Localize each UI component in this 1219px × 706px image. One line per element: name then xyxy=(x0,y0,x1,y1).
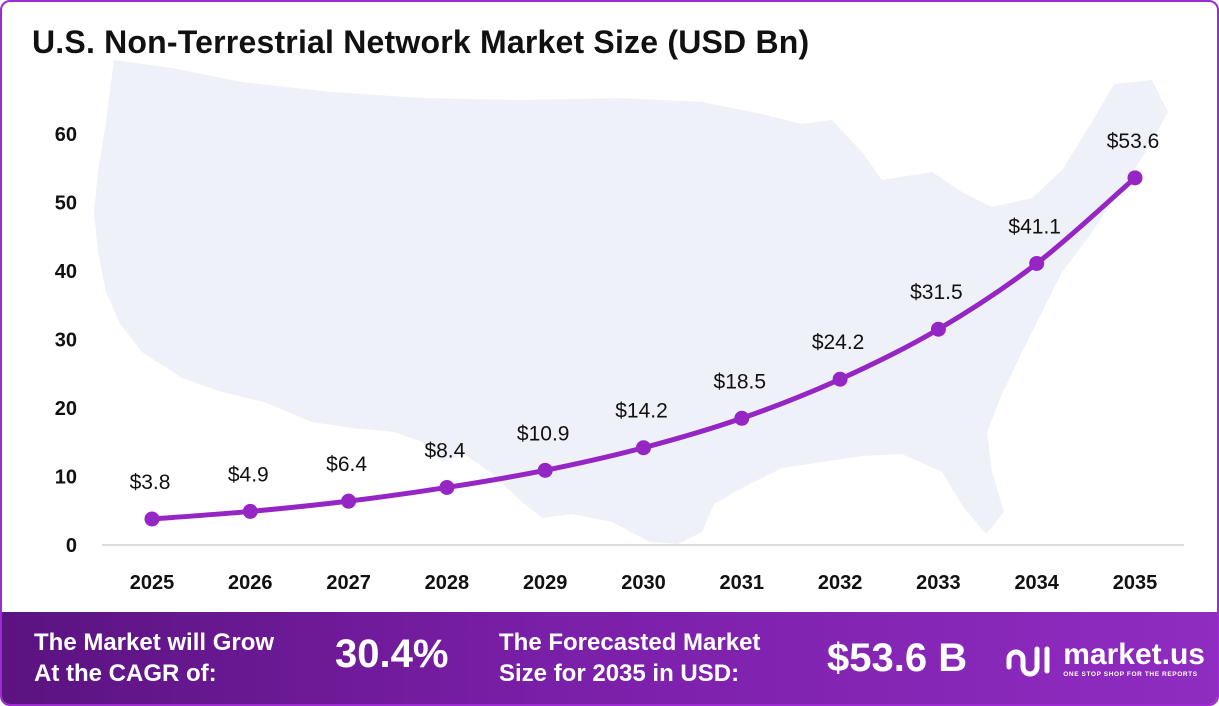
data-point xyxy=(734,410,750,426)
data-label: $6.4 xyxy=(326,453,367,476)
y-tick-label: 50 xyxy=(55,193,77,215)
y-tick-label: 20 xyxy=(55,398,77,420)
data-point xyxy=(1127,170,1143,186)
data-point xyxy=(832,371,848,387)
data-point xyxy=(144,511,160,527)
cagr-label: The Market will Grow At the CAGR of: xyxy=(34,627,274,689)
cagr-label-line1: The Market will Grow xyxy=(34,629,275,656)
market-us-logo-icon xyxy=(1006,646,1050,677)
x-tick-label: 2031 xyxy=(720,572,765,594)
x-tick-label: 2030 xyxy=(621,572,666,594)
data-label: $41.1 xyxy=(1008,215,1061,238)
data-label: $3.8 xyxy=(130,471,171,494)
x-tick-label: 2025 xyxy=(130,572,175,594)
cagr-value: 30.4% xyxy=(335,632,449,676)
forecast-label-line2: Size for 2035 in USD: xyxy=(499,660,740,687)
data-label: $8.4 xyxy=(424,439,465,462)
data-label: $31.5 xyxy=(910,281,963,304)
data-label: $10.9 xyxy=(517,422,570,445)
x-tick-label: 2027 xyxy=(326,572,371,594)
y-tick-label: 0 xyxy=(66,535,77,557)
x-tick-label: 2035 xyxy=(1113,572,1158,594)
forecast-label-line1: The Forecasted Market xyxy=(499,629,761,656)
y-tick-label: 60 xyxy=(55,124,77,146)
data-label: $24.2 xyxy=(812,331,865,354)
footer-banner: The Market will Grow At the CAGR of: 30.… xyxy=(2,612,1217,704)
x-tick-label: 2034 xyxy=(1014,572,1059,594)
chart-title: U.S. Non-Terrestrial Network Market Size… xyxy=(32,24,810,60)
brand-tagline: ONE STOP SHOP FOR THE REPORTS xyxy=(1063,671,1198,678)
y-tick-label: 40 xyxy=(55,261,77,283)
data-point xyxy=(439,479,455,495)
data-label: $53.6 xyxy=(1107,130,1160,153)
data-point xyxy=(930,321,946,337)
cagr-label-line2: At the CAGR of: xyxy=(34,660,217,687)
data-label: $18.5 xyxy=(714,370,767,393)
brand-name: market.us xyxy=(1063,638,1205,671)
x-tick-label: 2026 xyxy=(228,572,273,594)
data-point xyxy=(242,503,258,519)
forecast-value: $53.6 B xyxy=(827,636,968,680)
x-tick-label: 2033 xyxy=(916,572,961,594)
x-tick-label: 2032 xyxy=(818,572,863,594)
series-line xyxy=(149,175,1138,522)
data-point xyxy=(636,440,651,456)
us-map-silhouette xyxy=(94,60,1168,544)
y-tick-label: 30 xyxy=(55,330,77,352)
y-tick-label: 10 xyxy=(55,467,77,489)
data-point xyxy=(1029,255,1045,271)
data-point xyxy=(537,462,553,478)
data-label: $4.9 xyxy=(228,463,269,486)
data-point xyxy=(341,493,357,509)
brand-logo: market.us ONE STOP SHOP FOR THE REPORTS xyxy=(1005,636,1205,682)
x-tick-label: 2028 xyxy=(425,572,470,594)
forecast-label: The Forecasted Market Size for 2035 in U… xyxy=(499,627,760,689)
x-tick-label: 2029 xyxy=(523,572,568,594)
data-label: $14.2 xyxy=(615,400,668,423)
